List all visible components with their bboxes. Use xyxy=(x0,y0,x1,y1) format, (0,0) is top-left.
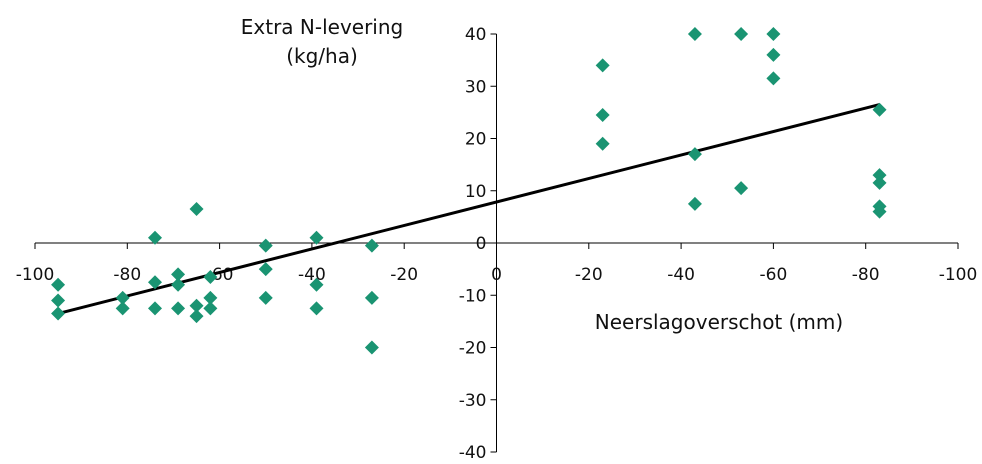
y-tick-label: -30 xyxy=(459,391,487,411)
x-axis-title: Neerslagoverschot (mm) xyxy=(595,310,843,334)
y-tick-label: 10 xyxy=(465,182,487,202)
y-tick-label: 0 xyxy=(476,234,487,254)
x-tick-label: -80 xyxy=(113,265,141,285)
data-point-marker xyxy=(364,340,379,355)
data-point-marker xyxy=(115,290,130,305)
data-point-marker xyxy=(147,230,162,245)
data-point-marker xyxy=(309,277,324,292)
y-tick-label: -10 xyxy=(459,286,487,306)
data-point-marker xyxy=(872,102,887,117)
data-point-marker xyxy=(309,301,324,316)
y-axis-ticks: -40 -30 -20 -10 0 10 20 30 40 xyxy=(459,25,497,463)
data-point-marker xyxy=(309,230,324,245)
x-tick-label: -100 xyxy=(939,265,978,285)
data-point-marker xyxy=(364,290,379,305)
data-point-marker xyxy=(51,306,66,321)
x-tick-label: -100 xyxy=(16,265,55,285)
data-point-marker xyxy=(595,107,610,122)
trendline-group xyxy=(57,103,880,315)
data-point-marker xyxy=(734,181,749,196)
data-point-marker xyxy=(171,267,186,282)
y-tick-label: 30 xyxy=(465,77,487,97)
x-tick-label: -40 xyxy=(667,265,695,285)
data-point-marker xyxy=(203,290,218,305)
x-tick-label: -20 xyxy=(390,265,418,285)
data-point-marker xyxy=(687,27,702,41)
data-point-marker xyxy=(51,277,66,292)
x-tick-label: -40 xyxy=(298,265,326,285)
data-point-marker xyxy=(171,277,186,292)
data-point-marker xyxy=(147,301,162,316)
trendline xyxy=(57,103,880,315)
data-point-marker xyxy=(595,136,610,151)
data-point-marker xyxy=(766,47,781,62)
data-point-marker xyxy=(766,71,781,86)
data-point-marker xyxy=(258,262,273,277)
x-tick-label: -20 xyxy=(575,265,603,285)
data-point-marker xyxy=(364,238,379,253)
data-point-marker xyxy=(687,147,702,162)
y-tick-label: -20 xyxy=(459,339,487,359)
data-point-marker xyxy=(872,175,887,190)
data-points xyxy=(51,27,887,355)
x-tick-label: -80 xyxy=(852,265,880,285)
data-point-marker xyxy=(766,27,781,41)
x-tick-label: -60 xyxy=(760,265,788,285)
data-point-marker xyxy=(872,168,887,183)
data-point-marker xyxy=(51,293,66,308)
y-tick-label: 20 xyxy=(465,130,487,150)
data-point-marker xyxy=(734,27,749,41)
data-point-marker xyxy=(203,301,218,316)
data-point-marker xyxy=(258,238,273,253)
data-point-marker xyxy=(171,301,186,316)
data-point-marker xyxy=(687,196,702,211)
data-point-marker xyxy=(872,204,887,219)
x-tick-label: 0 xyxy=(491,265,502,285)
data-point-marker xyxy=(189,309,204,324)
y-tick-label: 40 xyxy=(465,25,487,45)
y-axis-title-line-2: (kg/ha) xyxy=(286,44,358,68)
data-point-marker xyxy=(189,202,204,217)
y-axis-title-line-1: Extra N-levering xyxy=(241,15,403,39)
data-point-marker xyxy=(147,275,162,290)
data-point-marker xyxy=(189,298,204,313)
data-point-marker xyxy=(595,58,610,73)
x-axis-ticks: -100 -80 -60 -40 -20 0 -20 -40 -60 -80 -100 xyxy=(16,243,978,285)
data-point-marker xyxy=(115,301,130,316)
data-point-marker xyxy=(203,269,218,284)
data-point-marker xyxy=(258,290,273,305)
y-tick-label: -40 xyxy=(459,443,487,463)
